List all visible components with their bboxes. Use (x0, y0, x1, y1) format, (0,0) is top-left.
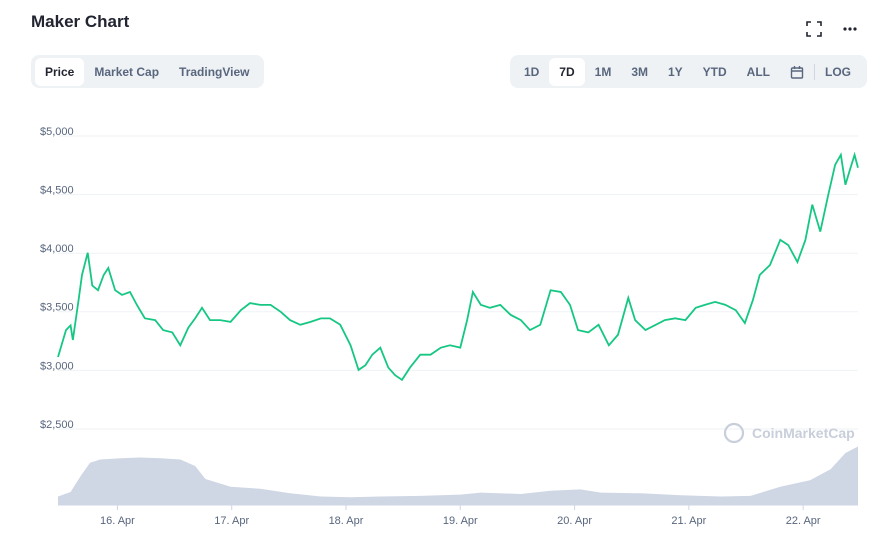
icons[interactable] (805, 20, 865, 38)
price-line (57, 151, 859, 382)
y-tick-label: $5,000 (40, 126, 74, 138)
range-button[interactable]: 3M (631, 64, 648, 79)
range-button[interactable]: 7D (549, 57, 585, 86)
volume-area (58, 446, 858, 505)
y-tick-label: $2,500 (40, 419, 74, 431)
calendar-button[interactable] (780, 58, 814, 86)
range-button[interactable]: 1Y (667, 64, 683, 79)
x-tick-label: 20. Apr (557, 515, 592, 527)
x-tick-label: 19. Apr (443, 515, 478, 527)
y-tick-label: $3,500 (40, 302, 74, 314)
range-button[interactable]: YTD (702, 64, 727, 79)
x-tick-label: 18. Apr (329, 515, 364, 527)
tab-group: Price Market Cap TradingView (31, 55, 264, 88)
range-button[interactable]: 1M (594, 64, 612, 79)
range-button[interactable]: 1D (523, 64, 540, 79)
tab[interactable]: Market Cap (94, 64, 160, 79)
watermark-logo (723, 422, 745, 444)
log-button[interactable]: LOG (825, 64, 851, 79)
y-tick-label: $4,500 (40, 185, 74, 197)
separator (814, 63, 815, 80)
x-tick-label: 22. Apr (786, 515, 821, 527)
calendar-icon (790, 65, 804, 79)
x-tick-label: 21. Apr (671, 515, 706, 527)
tab[interactable]: Price (35, 57, 85, 86)
y-tick-label: $4,000 (40, 243, 74, 255)
range-group: 1D 7D 1M 3M 1Y YTD ALL LOG (509, 55, 867, 88)
range-button[interactable]: ALL (746, 64, 770, 79)
y-tick-label: $3,000 (40, 360, 74, 372)
tab[interactable]: TradingView (179, 64, 250, 79)
title: Maker Chart (31, 12, 130, 31)
watermark: CoinMarketCap (752, 425, 855, 441)
x-tick-label: 17. Apr (214, 515, 249, 527)
x-tick-label: 16. Apr (100, 515, 135, 527)
